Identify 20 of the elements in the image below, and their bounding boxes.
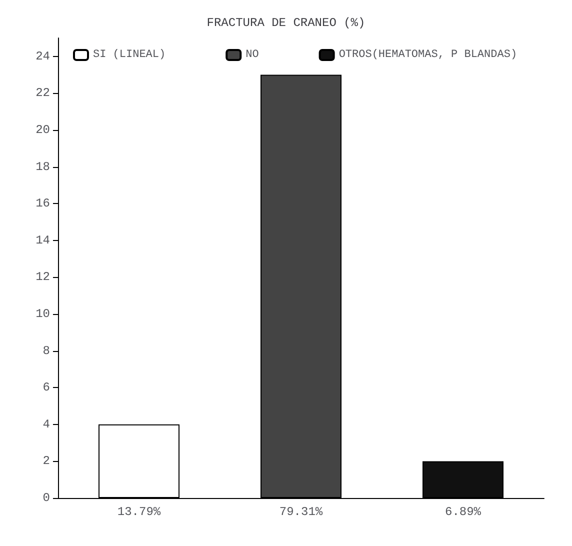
y-tick-label: 8 [42, 344, 50, 358]
y-tick-label: 4 [42, 417, 50, 432]
legend-label: OTROS(HEMATOMAS, P BLANDAS) [338, 49, 518, 61]
x-tick-label: 13.79% [117, 505, 162, 519]
y-tick-label: 16 [36, 196, 50, 211]
y-tick-label: 2 [42, 454, 50, 468]
y-tick-label: 6 [42, 380, 50, 395]
legend-label: SI (LINEAL) [93, 49, 166, 61]
y-tick-label: 10 [36, 307, 50, 321]
chart-title: FRACTURA DE CRANEO (%) [206, 16, 366, 30]
y-tick-label: 18 [36, 160, 50, 174]
legend-label: NO [246, 49, 260, 61]
y-tick-label: 22 [36, 86, 50, 100]
y-tick-label: 20 [36, 123, 50, 137]
y-tick-label: 0 [42, 491, 50, 505]
y-tick-label: 14 [36, 233, 50, 248]
x-tick-label: 6.89% [444, 505, 482, 519]
x-tick-label: 79.31% [279, 505, 324, 519]
y-tick-label: 24 [36, 49, 50, 64]
y-tick-label: 12 [36, 270, 50, 284]
